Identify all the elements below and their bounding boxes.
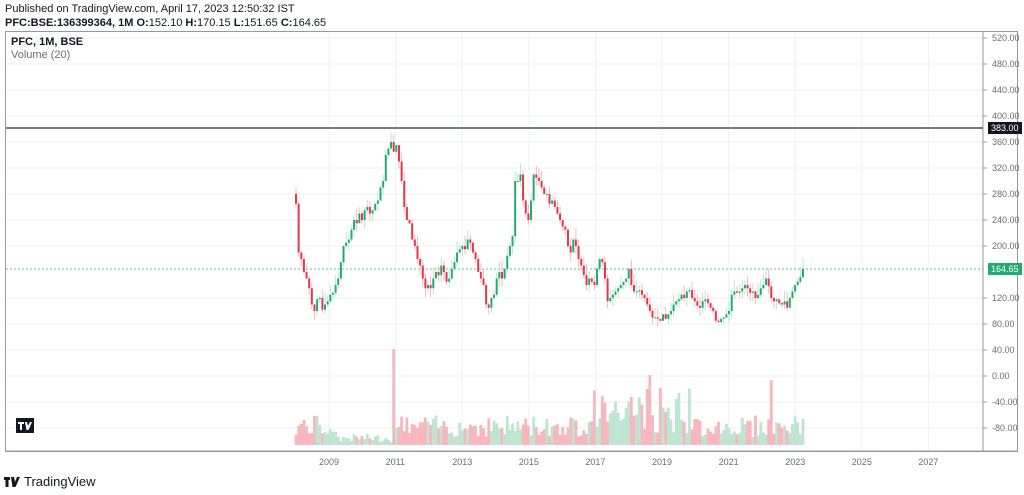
svg-text:2019: 2019 xyxy=(652,457,672,467)
svg-text:2015: 2015 xyxy=(519,457,539,467)
symbol-ohlc: PFC:BSE:136399364, 1M O:152.10 H:170.15 … xyxy=(5,17,327,29)
svg-text:440.00: 440.00 xyxy=(992,85,1020,95)
svg-text:120.00: 120.00 xyxy=(992,293,1020,303)
svg-text:520.00: 520.00 xyxy=(992,33,1020,43)
svg-text:40.00: 40.00 xyxy=(992,345,1015,355)
symbol-name: PFC:BSE:136399364, 1M xyxy=(5,17,134,29)
svg-text:200.00: 200.00 xyxy=(992,241,1020,251)
svg-text:2027: 2027 xyxy=(918,457,938,467)
tradingview-watermark-icon xyxy=(16,418,34,433)
svg-text:2023: 2023 xyxy=(785,457,805,467)
svg-text:2011: 2011 xyxy=(386,457,405,467)
svg-text:2017: 2017 xyxy=(585,457,605,467)
svg-text:280.00: 280.00 xyxy=(992,189,1020,199)
tradingview-logo-icon xyxy=(4,476,20,487)
svg-text:-80.00: -80.00 xyxy=(992,423,1018,433)
open-value: 152.10 xyxy=(148,17,183,29)
svg-text:2025: 2025 xyxy=(852,457,872,467)
svg-text:360.00: 360.00 xyxy=(992,137,1020,147)
svg-text:80.00: 80.00 xyxy=(992,319,1015,329)
high-value: 170.15 xyxy=(197,17,231,29)
svg-text:2009: 2009 xyxy=(319,457,339,467)
low-value: 151.65 xyxy=(244,17,278,29)
svg-text:2021: 2021 xyxy=(719,457,739,467)
svg-text:320.00: 320.00 xyxy=(992,163,1020,173)
published-info: Published on TradingView.com, April 17, … xyxy=(5,3,295,15)
hline-price-badge: 383.00 xyxy=(988,122,1022,134)
svg-text:240.00: 240.00 xyxy=(992,215,1020,225)
last-price-badge: 164.65 xyxy=(988,263,1022,275)
close-value: 164.65 xyxy=(292,17,327,29)
volume-legend: Volume (20) xyxy=(11,49,71,61)
svg-text:-40.00: -40.00 xyxy=(992,397,1018,407)
svg-text:400.00: 400.00 xyxy=(992,111,1020,121)
svg-text:0.00: 0.00 xyxy=(992,371,1010,381)
footer-brand: TradingView xyxy=(4,474,96,489)
svg-text:480.00: 480.00 xyxy=(992,59,1020,69)
svg-text:2013: 2013 xyxy=(452,457,472,467)
series-legend: PFC, 1M, BSE xyxy=(11,36,84,48)
